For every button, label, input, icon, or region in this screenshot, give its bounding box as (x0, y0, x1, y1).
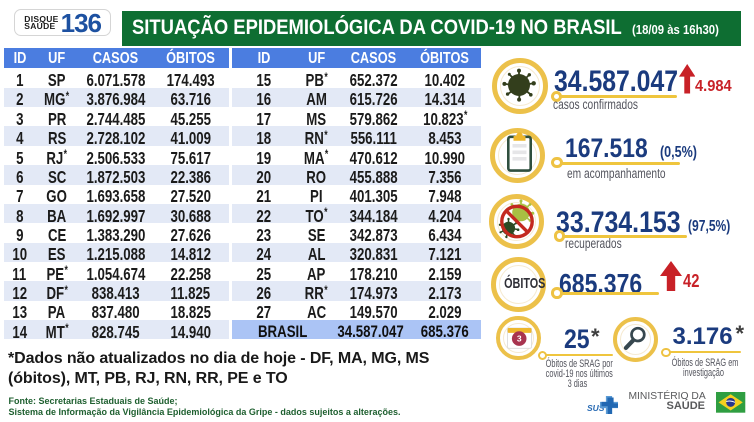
svg-text:3: 3 (516, 333, 521, 343)
